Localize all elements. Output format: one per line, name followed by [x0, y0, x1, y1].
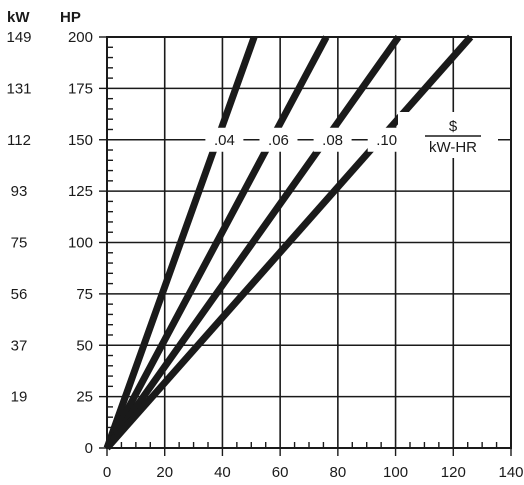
- series-line-4: [104, 34, 474, 451]
- hp-tick-label: 0: [85, 440, 93, 457]
- kw-tick-label: 112: [7, 132, 31, 149]
- unit-label-numerator: $: [449, 118, 458, 135]
- hp-tick-label: 200: [68, 29, 93, 46]
- plot-frame: [106, 36, 512, 449]
- x-tick-label: 80: [330, 464, 347, 481]
- kw-tick-label: 149: [6, 29, 31, 46]
- series-label-background: [205, 127, 244, 152]
- grid: [107, 37, 511, 448]
- kw-tick-label: 93: [11, 183, 28, 200]
- hp-tick-label: 125: [68, 183, 93, 200]
- x-tick-label: 120: [441, 464, 466, 481]
- x-tick-label: 60: [272, 464, 289, 481]
- hp-tick-label: 100: [68, 235, 93, 252]
- x-tick-label: 0: [103, 464, 111, 481]
- hp-tick-label: 175: [68, 80, 93, 97]
- kw-tick-label: 56: [11, 286, 28, 303]
- hp-tick-label: 75: [76, 286, 93, 303]
- unit-label: $ kW-HR: [398, 112, 498, 158]
- hp-tick-label: 50: [76, 337, 93, 354]
- x-tick-label: 100: [383, 464, 408, 481]
- series-line-2: [103, 35, 330, 450]
- x-tick-label: 140: [498, 464, 523, 481]
- series-line-3: [104, 34, 402, 451]
- kw-tick-label: 19: [11, 389, 28, 406]
- series-line-1: [103, 35, 258, 450]
- x-tick-labels: 0 20 40 60 80 100 120 140: [103, 464, 524, 481]
- kw-tick-label: 75: [11, 235, 28, 252]
- hp-tick-label: 25: [76, 389, 93, 406]
- unit-label-background: [398, 112, 498, 158]
- x-tick-label: 20: [156, 464, 173, 481]
- hp-axis-header: HP: [60, 9, 81, 26]
- hp-tick-label: 150: [68, 132, 93, 149]
- minor-ticks: [99, 36, 512, 456]
- series-labels: .04 .06 .08 .10: [205, 127, 406, 152]
- series-label-background: [313, 127, 352, 152]
- hp-tick-labels: 0 25 50 75 100 125 150 175 200: [68, 29, 93, 457]
- series-label-4: .10: [376, 132, 397, 149]
- series-label-2: .06: [268, 132, 289, 149]
- x-tick-label: 40: [214, 464, 231, 481]
- series-label-background: [259, 127, 298, 152]
- kw-axis-header: kW: [7, 9, 30, 26]
- unit-label-denominator: kW-HR: [429, 139, 477, 156]
- kw-tick-label: 131: [6, 80, 31, 97]
- kw-tick-labels: 19 37 56 75 93 112 131 149: [6, 29, 31, 406]
- series-label-1: .04: [214, 132, 235, 149]
- series-lines: [103, 34, 474, 451]
- series-label-3: .08: [322, 132, 343, 149]
- kw-tick-label: 37: [11, 337, 28, 354]
